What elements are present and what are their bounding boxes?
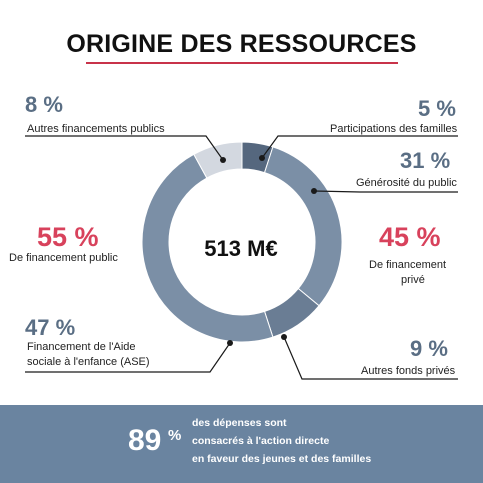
title-underline bbox=[86, 62, 398, 64]
slice-label-participations-familles: Participations des familles bbox=[330, 123, 458, 135]
footer-banner bbox=[0, 405, 483, 483]
group-label-prive-line2: privé bbox=[401, 274, 425, 286]
slice-label-autres-financements-publics: Autres financements publics bbox=[27, 123, 165, 135]
banner-line-2: consacrés à l'action directe bbox=[192, 435, 330, 447]
leader-ase-dot bbox=[227, 340, 233, 346]
group-label-prive-line1: De financement bbox=[369, 259, 447, 271]
leader-autres-financements-publics-dot bbox=[220, 157, 226, 163]
leader-ase bbox=[25, 342, 231, 373]
group-value-public: 55 % bbox=[37, 222, 99, 252]
leader-generosite-public-dot bbox=[311, 188, 317, 194]
banner-line-1: des dépenses sont bbox=[192, 417, 287, 429]
banner-text: des dépenses sont consacrés à l'action d… bbox=[192, 414, 432, 468]
leader-autres-fonds-prives bbox=[283, 336, 458, 380]
donut-slice-generosite-du-public bbox=[263, 146, 343, 307]
slice-value-autres-fonds-prives: 9 % bbox=[410, 336, 448, 361]
banner-percent-sign: % bbox=[168, 427, 182, 444]
banner-percent: 89 bbox=[128, 424, 162, 457]
donut-slice-financement-de-l-aide-sociale-a-l-enfance-ase bbox=[141, 153, 274, 343]
leader-generosite-public bbox=[313, 190, 458, 193]
slice-value-participations-familles: 5 % bbox=[418, 96, 456, 121]
page-title: ORIGINE DES RESSOURCES bbox=[66, 30, 417, 58]
slice-value-generosite-public: 31 % bbox=[400, 148, 451, 173]
banner-line-3: en faveur des jeunes et des familles bbox=[192, 453, 372, 465]
leader-autres-fonds-prives-dot bbox=[281, 334, 287, 340]
center-total-label: 513 M€ bbox=[204, 236, 278, 261]
slice-label-generosite-public: Générosité du public bbox=[356, 177, 457, 189]
slice-value-ase: 47 % bbox=[25, 315, 76, 340]
leader-autres-financements-publics bbox=[25, 135, 224, 161]
slice-label-autres-fonds-prives: Autres fonds privés bbox=[361, 365, 456, 377]
leader-participations-familles bbox=[261, 135, 458, 159]
donut-slice-autres-financements-publics bbox=[193, 141, 243, 179]
slice-label-ase: Financement de l'Aide sociale à l'enfanc… bbox=[27, 341, 150, 368]
slice-value-autres-financements-publics: 8 % bbox=[25, 92, 63, 117]
group-value-prive: 45 % bbox=[379, 222, 441, 252]
leader-participations-familles-dot bbox=[259, 155, 265, 161]
group-label-public: De financement public bbox=[9, 252, 118, 264]
